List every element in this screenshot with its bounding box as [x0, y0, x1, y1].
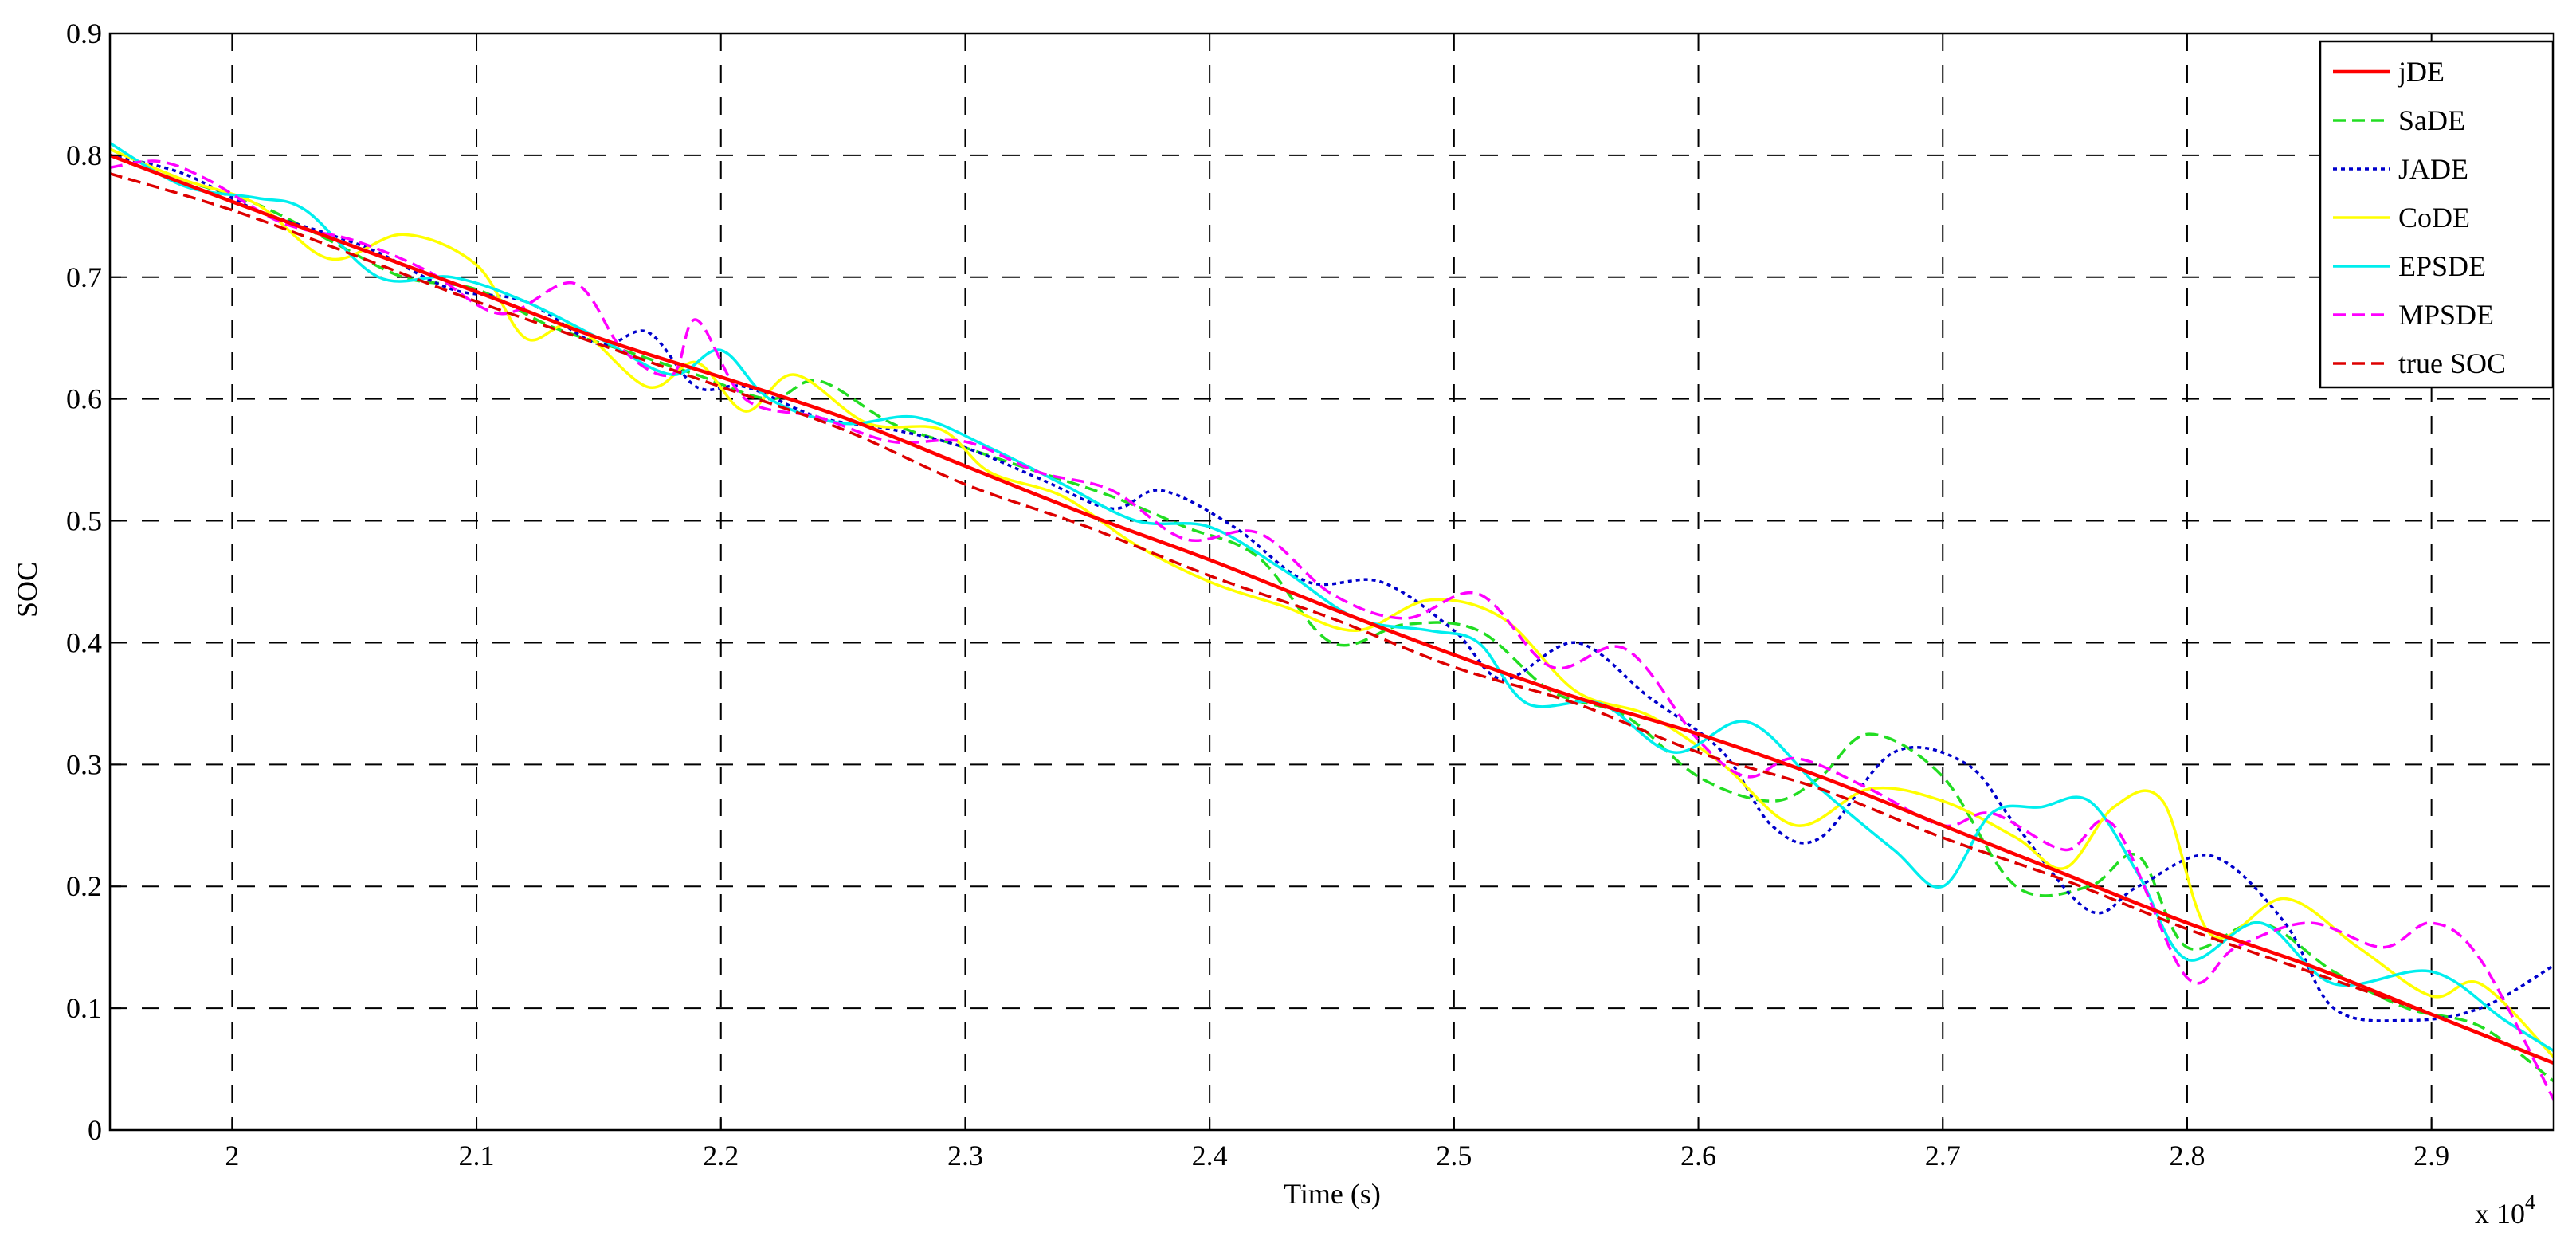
y-tick-label: 0.4: [66, 626, 102, 658]
y-tick-label: 0: [88, 1114, 102, 1146]
ticks: 2 2.1 2.2 2.3 2.4 2.5 2.6 2.7 2.8 2.9 0 0.1 0.2 0.3 0.…: [66, 18, 2449, 1171]
y-tick-label: 0.9: [66, 18, 102, 49]
series-line-jde: [110, 153, 2554, 1065]
y-tick-label: 0.1: [66, 992, 102, 1024]
x-tick-label: 2.8: [2169, 1140, 2205, 1171]
legend-label-mpsde: MPSDE: [2398, 299, 2494, 331]
legend-label-sade: SaDE: [2398, 104, 2465, 136]
x-multiplier-base: x 10: [2475, 1198, 2525, 1230]
series-lines: [110, 142, 2554, 1101]
x-multiplier-label: x 104: [2475, 1191, 2535, 1230]
legend: jDE SaDE JADE CoDE EPSDE MPSDE true SOC: [2319, 40, 2554, 389]
y-tick-label: 0.8: [66, 139, 102, 171]
y-axis-label: SOC: [11, 562, 43, 618]
x-tick-label: 2.1: [459, 1140, 495, 1171]
series-line-code: [110, 147, 2554, 1058]
plot-frame: [108, 32, 2555, 1132]
y-tick-label: 0.5: [66, 505, 102, 537]
x-tick-label: 2.6: [1680, 1140, 1716, 1171]
legend-label-jde: jDE: [2397, 56, 2445, 88]
x-axis-label: Time (s): [1284, 1178, 1381, 1210]
x-tick-label: 2.7: [1925, 1140, 1961, 1171]
x-tick-label: 2: [225, 1140, 239, 1171]
series-line-mpsde: [110, 159, 2554, 1101]
y-tick-label: 0.6: [66, 383, 102, 415]
x-tick-label: 2.5: [1436, 1140, 1472, 1171]
legend-box: [2319, 40, 2554, 389]
y-tick-label: 0.7: [66, 261, 102, 293]
x-multiplier-exponent: 4: [2525, 1191, 2535, 1214]
series-line-jade: [110, 154, 2554, 1022]
legend-label-jade: JADE: [2398, 153, 2468, 185]
x-tick-label: 2.2: [703, 1140, 739, 1171]
legend-label-true-soc: true SOC: [2398, 347, 2506, 379]
series-line-epsde: [110, 142, 2554, 1053]
y-tick-label: 0.2: [66, 870, 102, 902]
legend-label-epsde: EPSDE: [2398, 250, 2486, 282]
x-tick-label: 2.9: [2413, 1140, 2449, 1171]
y-tick-label: 0.3: [66, 748, 102, 780]
grid: [110, 33, 2554, 1130]
series-line-true-soc: [110, 172, 2554, 1065]
legend-label-code: CoDE: [2398, 202, 2470, 233]
x-tick-label: 2.4: [1192, 1140, 1228, 1171]
x-tick-label: 2.3: [947, 1140, 983, 1171]
